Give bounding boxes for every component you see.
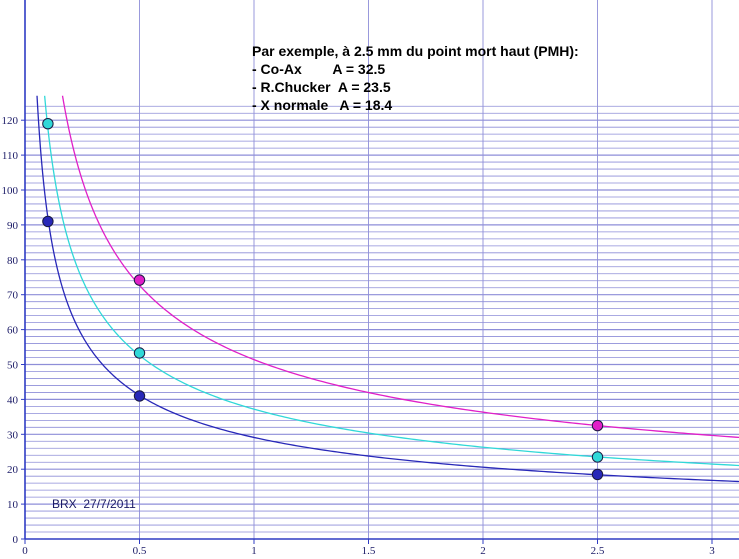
data-point-series-2 — [133, 390, 146, 402]
data-point-series-0 — [133, 274, 146, 286]
y-tick-label: 90 — [7, 220, 19, 232]
axes — [21, 0, 739, 544]
y-tick-label: 60 — [7, 325, 19, 337]
annotation-line-2: - Co-Ax A = 32.5 — [252, 61, 385, 77]
y-tick-label: 50 — [7, 360, 19, 372]
y-tick-label: 40 — [7, 394, 19, 406]
data-point-series-2 — [591, 468, 604, 481]
y-tick-label: 80 — [7, 255, 19, 267]
curves — [36, 95, 739, 483]
data-point-series-2 — [42, 215, 54, 228]
data-point-series-1 — [591, 451, 604, 463]
data-point-series-0 — [591, 419, 604, 432]
y-tick-label: 120 — [2, 115, 19, 127]
x-tick-label: 2.5 — [591, 545, 605, 557]
series-curve-1 — [44, 95, 739, 467]
data-point-series-1 — [42, 117, 54, 130]
x-tick-label: 0 — [22, 545, 28, 557]
y-tick-label: 30 — [7, 429, 19, 441]
x-tick-label: 1 — [251, 545, 257, 557]
y-tick-label: 20 — [7, 464, 19, 476]
x-tick-label: 0.5 — [133, 545, 147, 557]
annotation-line-3: - R.Chucker A = 23.5 — [252, 79, 391, 95]
x-tick-label: 1.5 — [362, 545, 376, 557]
y-tick-label: 10 — [7, 499, 19, 511]
y-tick-label: 100 — [2, 185, 19, 197]
credit-text: BRX 27/7/2011 — [52, 497, 136, 511]
y-tick-label: 70 — [7, 290, 19, 302]
series-curve-2 — [36, 95, 739, 483]
x-tick-label: 2 — [480, 545, 486, 557]
y-tick-label: 110 — [2, 150, 19, 162]
y-tick-label: 0 — [13, 534, 19, 546]
annotation-line-1: Par exemple, à 2.5 mm du point mort haut… — [252, 43, 579, 59]
annotation-line-4: - X normale A = 18.4 — [252, 97, 392, 113]
series-curve-0 — [61, 95, 739, 439]
data-point-series-1 — [133, 347, 146, 359]
grid — [25, 0, 739, 539]
x-tick-label: 3 — [709, 545, 715, 557]
tick-labels: 00.511.522.533.544.555.56010203040506070… — [2, 115, 716, 557]
annotation-block: Par exemple, à 2.5 mm du point mort haut… — [252, 43, 579, 113]
data-points — [42, 117, 604, 481]
